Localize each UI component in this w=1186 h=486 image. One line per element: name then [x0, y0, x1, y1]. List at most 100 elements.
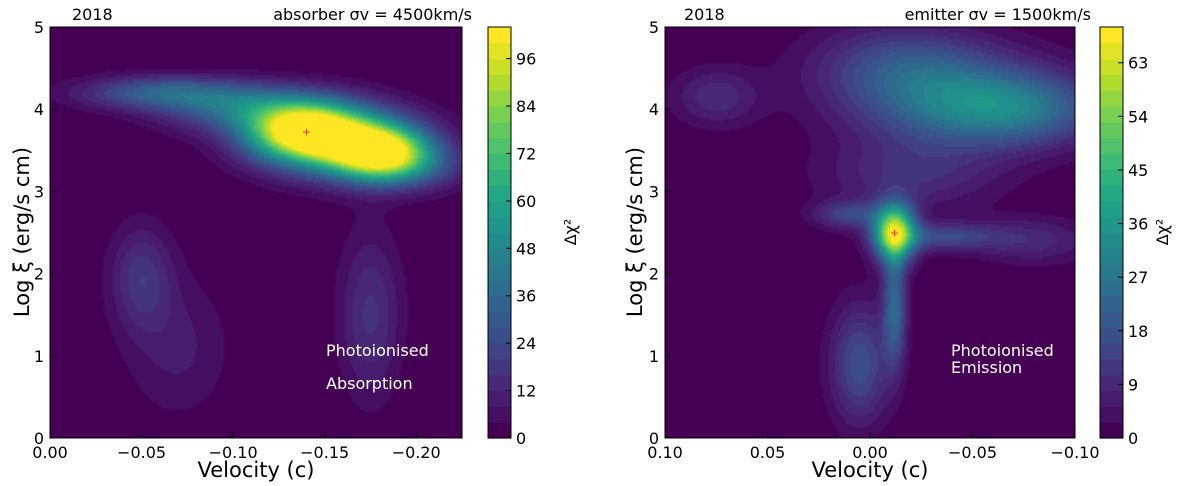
colorbar-tick-label: 54: [1128, 107, 1148, 126]
y-axis-absorber: 0 1 2 3 4 5: [34, 18, 56, 448]
y-tick-label: 1: [34, 347, 44, 366]
colorbar-tick-label: 72: [516, 144, 536, 163]
colorbar-swatch: [488, 279, 511, 297]
colorbar-swatch: [1100, 264, 1123, 281]
y-tick-label: 4: [649, 100, 659, 119]
x-tick-label: −0.05: [948, 443, 997, 462]
colorbar-swatch: [488, 311, 511, 328]
x-axis-absorber: 0.00 −0.05 −0.10 −0.15 −0.20: [32, 432, 441, 462]
colorbar-swatch: [1100, 153, 1123, 170]
colorbar-swatch: [488, 169, 511, 186]
x-tick-label: −0.10: [1050, 443, 1099, 462]
annotation-line-1: Photoionised: [326, 341, 429, 360]
y-tick-label: 3: [34, 182, 44, 201]
y-tick-label: 2: [649, 265, 659, 284]
colorbar-swatch: [488, 200, 511, 218]
colorbar-swatch: [1100, 327, 1123, 344]
colorbar-swatch: [488, 27, 511, 44]
y-axis-label: Log ξ (erg/s cm): [623, 147, 647, 317]
colorbar-tick-label: 60: [516, 192, 536, 211]
heatmap-emitter: [665, 27, 1075, 438]
corner-title: emitter σv = 1500km/s: [905, 5, 1091, 24]
colorbar-swatch: [488, 153, 511, 170]
colorbar-frame: [1099, 26, 1124, 439]
colorbar-swatch: [1100, 137, 1123, 155]
x-axis-label: Velocity (c): [812, 458, 929, 482]
colorbar-tick-label: 12: [516, 382, 536, 401]
year-label: 2018: [72, 5, 113, 24]
colorbar-swatch: [488, 264, 511, 281]
panel-emitter: 0.10 0.05 0.00 −0.05 −0.10 0 1 2 3 4 5 2 0 18 emitt…: [623, 5, 1172, 482]
colorbar-emitter: 0 9 18 27 36 45 54 63: [1099, 26, 1148, 448]
colorbar-swatch: [488, 248, 511, 265]
annotation-line-2: Absorption: [326, 374, 413, 393]
colorbar-label: Δχ²: [561, 219, 580, 246]
colorbar-tick-label: 9: [1128, 375, 1138, 394]
colorbar-swatch: [1100, 422, 1123, 439]
colorbar-swatch: [488, 121, 511, 139]
y-tick-label: 1: [649, 347, 659, 366]
colorbar-frame: [487, 26, 512, 439]
colorbar-absorber: 0 12 24 36 48 60 72 84 96: [487, 26, 536, 448]
colorbar-label: Δχ²: [1153, 219, 1172, 246]
colorbar-swatch: [1100, 390, 1123, 407]
colorbar-swatch: [488, 185, 511, 202]
colorbar-swatch: [488, 90, 511, 107]
colorbar-swatch: [488, 58, 511, 76]
colorbar-swatch: [1100, 27, 1123, 44]
colorbar-swatch: [1100, 74, 1123, 91]
colorbar-swatch: [1100, 343, 1123, 360]
colorbar-swatch: [488, 422, 511, 439]
x-tick-label: −0.10: [209, 443, 258, 462]
colorbar-tick-label: 0: [1128, 429, 1138, 448]
colorbar-swatch: [488, 74, 511, 91]
annotation-line-2: Emission: [951, 358, 1022, 377]
colorbar-swatch: [1100, 374, 1123, 392]
colorbar-swatch: [1100, 232, 1123, 249]
y-axis-emitter: 0 1 2 3 4 5: [649, 18, 671, 448]
colorbar-swatch: [488, 390, 511, 407]
colorbar-swatch: [488, 42, 511, 60]
colorbar-tick-label: 63: [1128, 54, 1148, 73]
colorbar-swatch: [1100, 106, 1123, 123]
colorbar-tick-label: 48: [516, 239, 536, 258]
colorbar-swatch: [488, 106, 511, 123]
annotation-line-1: Photoionised: [951, 341, 1054, 360]
colorbar-swatch: [1100, 58, 1123, 76]
x-tick-label: −0.05: [117, 443, 166, 462]
x-tick-label: 0.05: [750, 443, 786, 462]
colorbar-swatch: [488, 343, 511, 360]
colorbar-swatch: [1100, 200, 1123, 218]
colorbar-swatch: [1100, 358, 1123, 376]
colorbar-swatch: [1100, 311, 1123, 328]
heatmap-absorber: [50, 27, 462, 438]
colorbar-tick-label: 36: [1128, 215, 1148, 234]
colorbar-swatch: [488, 358, 511, 376]
colorbar-swatch: [1100, 90, 1123, 107]
plot-frame-absorber: [49, 26, 463, 439]
y-tick-label: 2: [34, 265, 44, 284]
colorbar-tick-label: 18: [1128, 322, 1148, 341]
colorbar-swatch: [1100, 185, 1123, 202]
y-tick-label: 0: [34, 429, 44, 448]
colorbar-swatch: [488, 295, 511, 313]
x-tick-label: −0.20: [392, 443, 441, 462]
x-axis-label: Velocity (c): [198, 458, 315, 482]
x-tick-label: 0.00: [852, 443, 888, 462]
x-tick-label: 0.00: [32, 443, 68, 462]
x-tick-label: 0.10: [647, 443, 683, 462]
colorbar-swatch: [488, 374, 511, 392]
colorbar-swatch: [488, 406, 511, 423]
y-tick-label: 3: [649, 182, 659, 201]
y-tick-label: 5: [34, 18, 44, 37]
colorbar-swatch: [488, 327, 511, 344]
y-tick-label: 5: [649, 18, 659, 37]
colorbar-tick-label: 36: [516, 287, 536, 306]
y-tick-label: 0: [649, 429, 659, 448]
y-tick-label: 4: [34, 100, 44, 119]
colorbar-swatch: [1100, 248, 1123, 265]
colorbar-swatch: [1100, 169, 1123, 186]
best-fit-marker: +: [890, 227, 899, 240]
colorbar-swatch: [1100, 216, 1123, 234]
